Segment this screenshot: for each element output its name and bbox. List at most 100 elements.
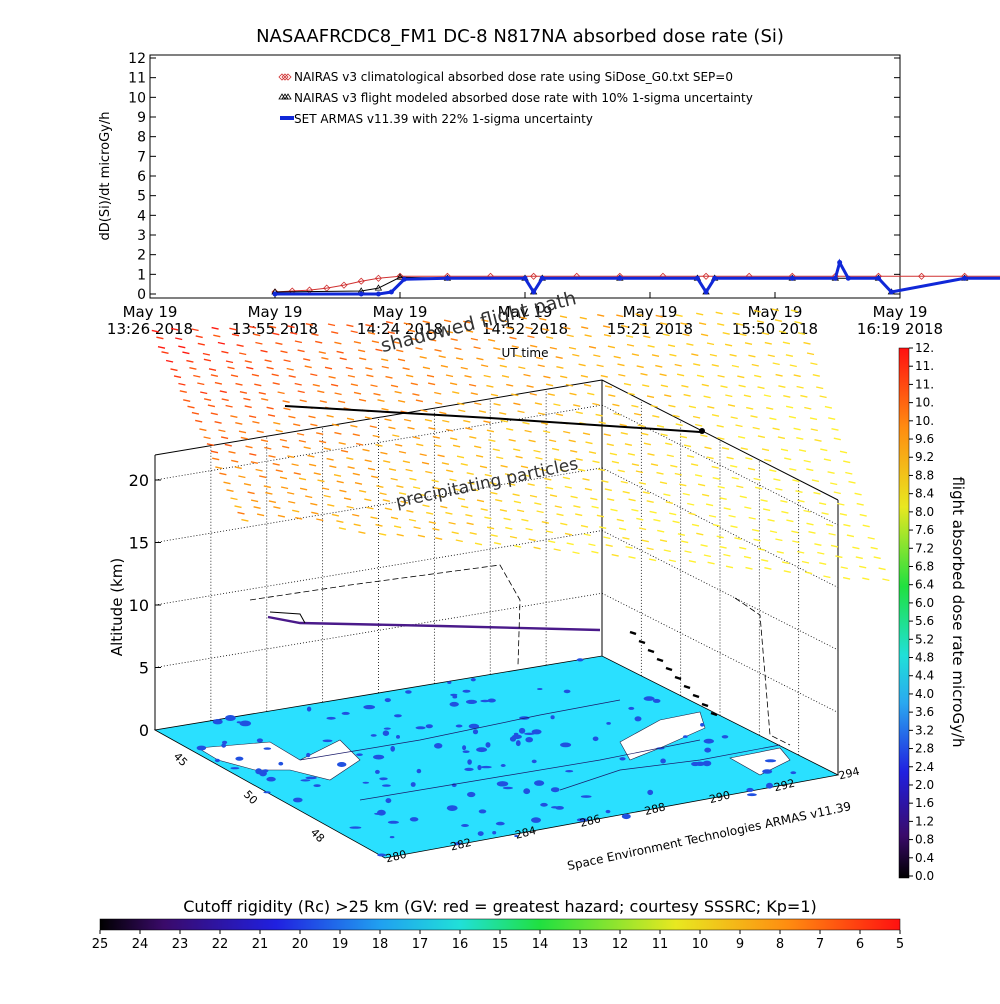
radiation-dash: [352, 513, 360, 517]
radiation-dash: [572, 353, 580, 357]
radiation-dash: [264, 446, 272, 450]
lake: [455, 724, 463, 728]
radiation-dash: [657, 529, 665, 533]
radiation-dash: [730, 416, 738, 420]
land-area: [197, 739, 361, 781]
radiation-dash: [642, 491, 650, 495]
radiation-dash: [407, 329, 416, 333]
radiation-dash: [723, 553, 731, 557]
radiation-dash: [197, 342, 205, 346]
x-tick-label-date: May 19: [748, 303, 803, 321]
lake: [389, 836, 395, 839]
lake: [634, 716, 642, 722]
lake: [500, 764, 506, 767]
border-line: [299, 699, 621, 761]
lake: [196, 745, 207, 751]
lake: [540, 802, 548, 807]
dose-colorbar: [898, 347, 910, 879]
data-point: [401, 276, 407, 282]
radiation-dash: [548, 439, 557, 443]
radiation-dash: [618, 527, 627, 531]
radiation-dash: [526, 385, 534, 388]
radiation-dash: [793, 374, 801, 378]
radiation-dash: [480, 364, 489, 368]
rigidity-tick-label: 17: [412, 937, 429, 952]
radiation-dash: [542, 328, 550, 331]
radiation-dash: [712, 477, 720, 480]
radiation-dash: [432, 527, 440, 531]
radiation-dash: [266, 406, 274, 410]
lake: [425, 724, 433, 729]
y-tick-label: 3: [137, 228, 146, 244]
radiation-dash: [371, 475, 379, 479]
radiation-dash: [483, 374, 491, 378]
lake: [605, 809, 611, 814]
shadowed-path-line: [284, 405, 701, 433]
dose-tick-label: 10.: [915, 396, 934, 410]
radiation-dash: [471, 488, 479, 492]
radiation-dash: [625, 546, 633, 549]
radiation-dash: [182, 351, 190, 355]
radiation-dash: [466, 522, 474, 526]
radiation-dash: [584, 487, 593, 491]
lake: [225, 715, 236, 721]
radiation-dash: [456, 455, 465, 459]
rigidity-colorbar: [99, 918, 901, 931]
radiation-dash: [607, 498, 615, 501]
radiation-dash: [652, 415, 660, 418]
radiation-dash: [425, 470, 433, 474]
radiation-dash: [521, 518, 529, 522]
longitude-tick-label: 282: [449, 836, 473, 854]
radiation-dash: [812, 374, 820, 377]
radiation-dash: [539, 317, 547, 321]
radiation-dash: [703, 554, 712, 558]
dose-tick-label: 2.8: [915, 742, 934, 756]
longitude-tick-label: 292: [773, 777, 797, 795]
radiation-dash: [426, 511, 434, 515]
radiation-dash: [827, 471, 835, 474]
radiation-dash: [697, 483, 706, 487]
altitude-tick-label: 20: [129, 471, 149, 490]
radiation-dash: [623, 382, 632, 386]
x-tick-label-time: 16:19 2018: [857, 320, 943, 338]
y-tick-label: 7: [137, 149, 146, 165]
radiation-dash: [706, 342, 715, 346]
box-edge: [154, 379, 603, 456]
radiation-dash: [578, 363, 586, 367]
radiation-dash: [549, 346, 558, 350]
radiation-dash: [659, 539, 668, 543]
radiation-dash: [792, 479, 800, 483]
radiation-dash: [202, 352, 211, 356]
radiation-dash: [419, 356, 427, 359]
radiation-dash: [372, 434, 380, 438]
radiation-dash: [170, 368, 178, 372]
radiation-dash: [636, 365, 644, 369]
y-tick-label: 4: [137, 208, 146, 224]
radiation-dash: [461, 505, 469, 509]
radiation-dash: [476, 357, 484, 361]
radiation-dash: [455, 357, 464, 361]
data-point: [539, 275, 545, 281]
radiation-dash: [458, 409, 466, 413]
lake: [531, 759, 537, 764]
radiation-dash: [156, 336, 164, 340]
rigidity-tick-label: 6: [856, 937, 864, 952]
radiation-dash: [633, 412, 642, 416]
lake: [576, 658, 584, 662]
radiation-dash: [764, 458, 772, 462]
radiation-dash: [739, 333, 747, 337]
radiation-dash: [628, 498, 636, 502]
radiation-dash: [203, 436, 211, 440]
radiation-dash: [621, 324, 629, 328]
radiation-dash: [650, 404, 658, 408]
radiation-dash: [311, 333, 319, 336]
radiation-dash: [541, 521, 549, 524]
radiation-dash: [275, 469, 283, 473]
radiation-dash: [297, 349, 305, 353]
radiation-dash: [303, 358, 311, 361]
radiation-dash: [743, 394, 752, 398]
radiation-dash: [703, 395, 711, 399]
radiation-dash: [522, 421, 530, 425]
radiation-dash: [406, 509, 414, 513]
lake: [476, 747, 488, 753]
